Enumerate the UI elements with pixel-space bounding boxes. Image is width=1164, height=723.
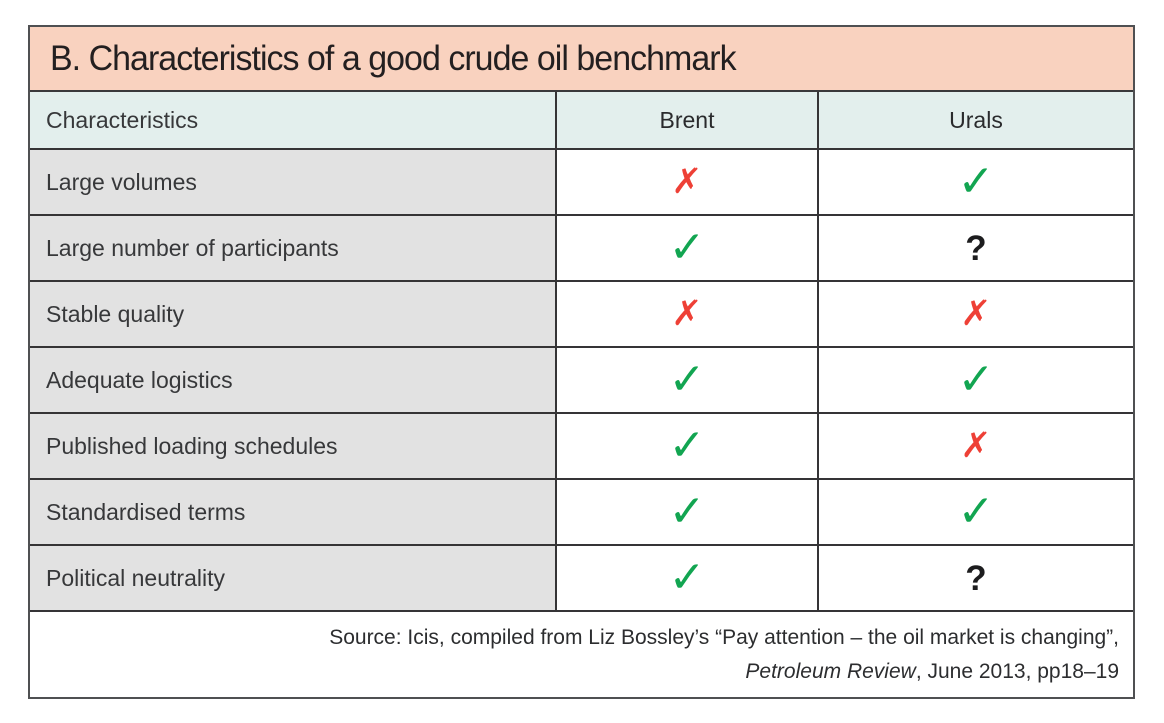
check-icon: ✓	[668, 354, 706, 405]
check-icon: ✓	[668, 552, 706, 603]
check-icon: ✓	[957, 354, 995, 405]
check-icon: ✓	[668, 420, 706, 471]
cross-icon: ✗	[670, 293, 704, 334]
source-line-1: Source: Icis, compiled from Liz Bossley’…	[329, 626, 1119, 649]
header-characteristics: Characteristics	[46, 106, 199, 133]
row-label: Adequate logistics	[30, 348, 555, 412]
table-row: Published loading schedules ✓ ✗	[30, 412, 1133, 478]
row-label: Large number of participants	[30, 216, 555, 280]
source-note: Source: Icis, compiled from Liz Bossley’…	[30, 610, 1133, 697]
table-row: Adequate logistics ✓ ✓	[30, 346, 1133, 412]
header-brent: Brent	[555, 92, 819, 148]
source-line-2-rest: , June 2013, pp18–19	[915, 660, 1119, 684]
source-line-2: Petroleum Review, June 2013, pp18–19	[30, 655, 1119, 689]
figure-title: B. Characteristics of a good crude oil b…	[50, 38, 737, 78]
row-label: Political neutrality	[30, 546, 555, 610]
check-icon: ✓	[668, 222, 706, 273]
check-icon: ✓	[668, 486, 706, 537]
cross-icon: ✗	[959, 425, 993, 466]
question-mark: ?	[965, 228, 987, 268]
question-mark: ?	[965, 558, 987, 598]
table-row: Large volumes ✗ ✓	[30, 148, 1133, 214]
source-journal: Petroleum Review	[745, 660, 916, 684]
cross-icon: ✗	[670, 161, 704, 202]
row-label: Stable quality	[30, 282, 555, 346]
table-header-row: Characteristics Brent Urals	[30, 92, 1133, 148]
check-icon: ✓	[957, 486, 995, 537]
table-row: Standardised terms ✓ ✓	[30, 478, 1133, 544]
benchmark-table-figure: B. Characteristics of a good crude oil b…	[28, 25, 1135, 699]
table-row: Large number of participants ✓ ?	[30, 214, 1133, 280]
table-row: Political neutrality ✓ ?	[30, 544, 1133, 610]
table-row: Stable quality ✗ ✗	[30, 280, 1133, 346]
cross-icon: ✗	[959, 293, 993, 334]
figure-title-bar: B. Characteristics of a good crude oil b…	[30, 27, 1133, 92]
row-label: Large volumes	[30, 150, 555, 214]
row-label: Published loading schedules	[30, 414, 555, 478]
row-label: Standardised terms	[30, 480, 555, 544]
header-urals: Urals	[949, 106, 1003, 133]
check-icon: ✓	[957, 156, 995, 207]
